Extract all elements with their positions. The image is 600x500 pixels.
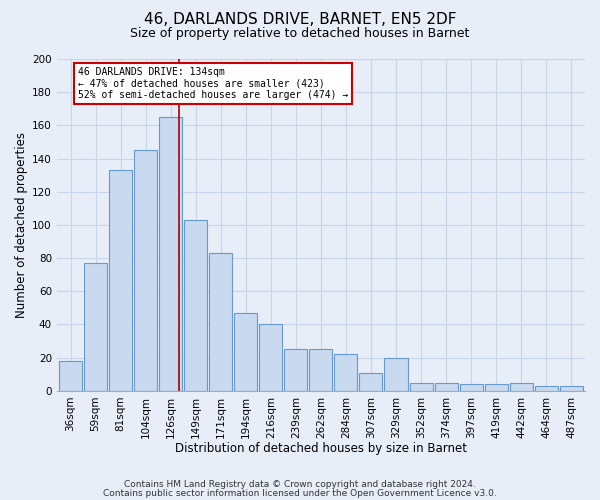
Bar	[334, 354, 358, 391]
Bar	[385, 358, 407, 391]
Text: Contains HM Land Registry data © Crown copyright and database right 2024.: Contains HM Land Registry data © Crown c…	[124, 480, 476, 489]
Text: 46 DARLANDS DRIVE: 134sqm
← 47% of detached houses are smaller (423)
52% of semi: 46 DARLANDS DRIVE: 134sqm ← 47% of detac…	[78, 68, 349, 100]
Bar	[434, 382, 458, 391]
Bar	[535, 386, 558, 391]
Bar	[284, 350, 307, 391]
Bar	[460, 384, 482, 391]
Text: 46, DARLANDS DRIVE, BARNET, EN5 2DF: 46, DARLANDS DRIVE, BARNET, EN5 2DF	[144, 12, 456, 28]
Bar	[485, 384, 508, 391]
Bar	[159, 117, 182, 391]
Text: Size of property relative to detached houses in Barnet: Size of property relative to detached ho…	[130, 28, 470, 40]
Bar	[259, 324, 283, 391]
Bar	[359, 372, 382, 391]
Bar	[134, 150, 157, 391]
Bar	[59, 361, 82, 391]
Bar	[234, 313, 257, 391]
Bar	[109, 170, 132, 391]
Bar	[560, 386, 583, 391]
Y-axis label: Number of detached properties: Number of detached properties	[15, 132, 28, 318]
Bar	[184, 220, 207, 391]
Bar	[410, 382, 433, 391]
Bar	[509, 382, 533, 391]
Bar	[310, 350, 332, 391]
Bar	[209, 253, 232, 391]
Text: Contains public sector information licensed under the Open Government Licence v3: Contains public sector information licen…	[103, 488, 497, 498]
Bar	[84, 263, 107, 391]
X-axis label: Distribution of detached houses by size in Barnet: Distribution of detached houses by size …	[175, 442, 467, 455]
